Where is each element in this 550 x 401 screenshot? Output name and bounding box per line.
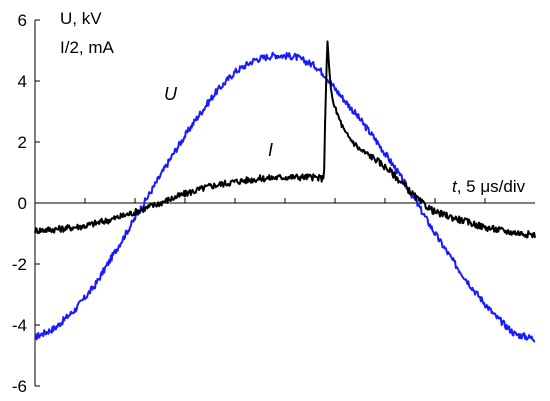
x-axis-label-unit: , 5 μs/div [457,177,526,196]
axes: 6 4 2 0 -2 -4 -6 [12,11,535,396]
y-tick-label: 4 [18,72,27,91]
y-axis-label-line-1: U, kV [60,9,102,28]
x-axis-label: t, 5 μs/div [452,177,526,196]
series-line-u [34,51,536,343]
y-tick-label: -6 [12,377,27,396]
series-label-i: I [268,140,273,160]
series-line-i [34,40,536,239]
y-tick-label: 0 [18,194,27,213]
y-tick-label: -2 [12,255,27,274]
series-layer [34,40,536,343]
y-tick-label: 6 [18,11,27,30]
labels-layer: U, kV I/2, mA t, 5 μs/div U I [60,9,526,196]
y-tick-label: 2 [18,133,27,152]
y-tick-label: -4 [12,316,27,335]
x-axis-label-variable: t [452,177,458,196]
y-axis-label-line-2: I/2, mA [60,38,115,57]
series-label-u: U [164,84,178,104]
